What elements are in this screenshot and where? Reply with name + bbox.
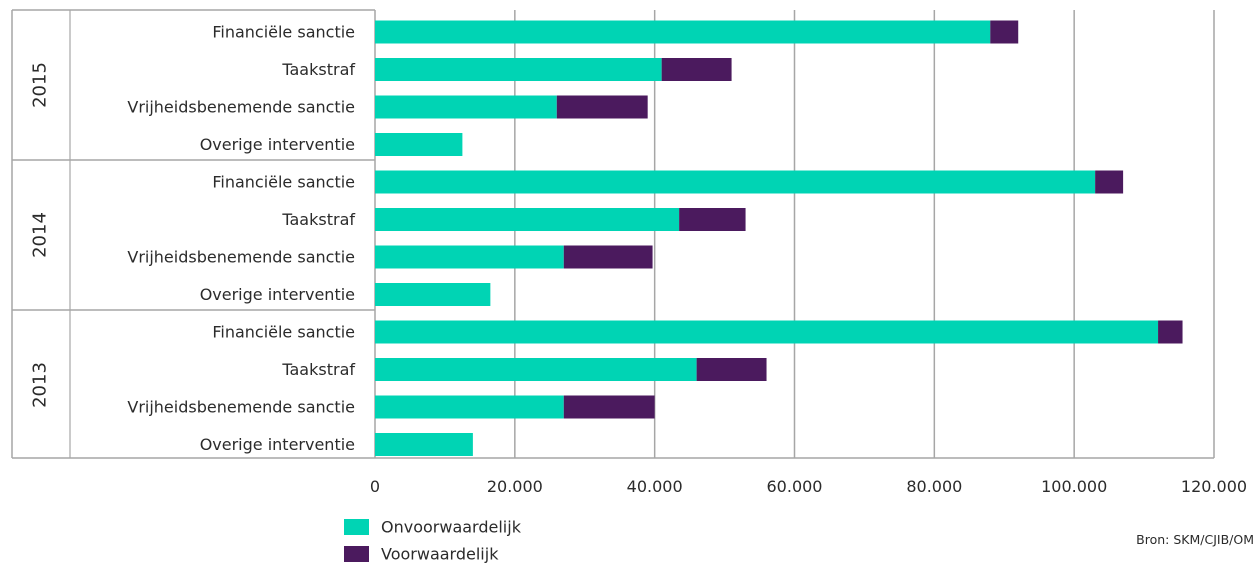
bar-voorwaardelijk xyxy=(661,58,732,81)
category-label: Financiële sanctie xyxy=(212,23,355,42)
bar-onvoorwaardelijk xyxy=(375,283,491,306)
bar-voorwaardelijk xyxy=(563,395,655,419)
x-tick-label: 60.000 xyxy=(767,477,823,496)
x-tick-label: 20.000 xyxy=(487,477,543,496)
year-label: 2013 xyxy=(30,362,51,408)
bar-onvoorwaardelijk xyxy=(375,395,564,419)
bar-onvoorwaardelijk xyxy=(375,358,697,381)
bars xyxy=(375,20,1183,456)
x-tick-label: 0 xyxy=(370,477,380,496)
bar-voorwaardelijk xyxy=(1095,170,1124,194)
legend: Onvoorwaardelijk Voorwaardelijk xyxy=(344,518,522,564)
category-label: Vrijheidsbenemende sanctie xyxy=(127,98,355,117)
bar-voorwaardelijk xyxy=(679,208,746,231)
category-labels: 2015 Financiële sanctie Taakstraf Vrijheids… xyxy=(30,23,356,455)
bar-onvoorwaardelijk xyxy=(375,20,991,44)
bar-onvoorwaardelijk xyxy=(375,170,1096,194)
legend-swatch-voorwaardelijk xyxy=(344,546,369,562)
category-label: Taakstraf xyxy=(281,360,355,379)
group-dividers xyxy=(11,9,1214,459)
x-tick-label: 120.000 xyxy=(1181,477,1247,496)
bar-voorwaardelijk xyxy=(990,20,1019,44)
x-axis-ticks: 0 20.000 40.000 60.000 80.000 100.000 120.000 xyxy=(370,477,1247,496)
year-label: 2014 xyxy=(30,212,51,258)
bar-onvoorwaardelijk xyxy=(375,95,557,119)
bar-voorwaardelijk xyxy=(696,358,767,381)
bar-onvoorwaardelijk xyxy=(375,208,680,231)
source-label: Bron: SKM/CJIB/OM xyxy=(1136,532,1254,547)
x-tick-label: 100.000 xyxy=(1041,477,1107,496)
category-label: Overige interventie xyxy=(200,435,355,454)
category-label: Overige interventie xyxy=(200,285,355,304)
legend-label-voorwaardelijk: Voorwaardelijk xyxy=(381,545,499,564)
category-label: Taakstraf xyxy=(281,60,355,79)
gridlines xyxy=(374,10,1215,458)
bar-onvoorwaardelijk xyxy=(375,58,662,81)
bar-voorwaardelijk xyxy=(1158,320,1183,344)
legend-swatch-onvoorwaardelijk xyxy=(344,519,369,535)
category-label: Overige interventie xyxy=(200,135,355,154)
category-label: Financiële sanctie xyxy=(212,323,355,342)
x-tick-label: 40.000 xyxy=(627,477,683,496)
bar-voorwaardelijk xyxy=(556,95,648,119)
bar-voorwaardelijk xyxy=(563,245,653,269)
bar-onvoorwaardelijk xyxy=(375,433,473,456)
category-label: Vrijheidsbenemende sanctie xyxy=(127,398,355,417)
legend-label-onvoorwaardelijk: Onvoorwaardelijk xyxy=(381,518,522,537)
bar-onvoorwaardelijk xyxy=(375,133,463,156)
category-label: Taakstraf xyxy=(281,210,355,229)
bar-onvoorwaardelijk xyxy=(375,320,1159,344)
year-label: 2015 xyxy=(30,62,51,108)
category-label: Financiële sanctie xyxy=(212,173,355,192)
category-label: Vrijheidsbenemende sanctie xyxy=(127,248,355,267)
bar-onvoorwaardelijk xyxy=(375,245,564,269)
x-tick-label: 80.000 xyxy=(906,477,962,496)
